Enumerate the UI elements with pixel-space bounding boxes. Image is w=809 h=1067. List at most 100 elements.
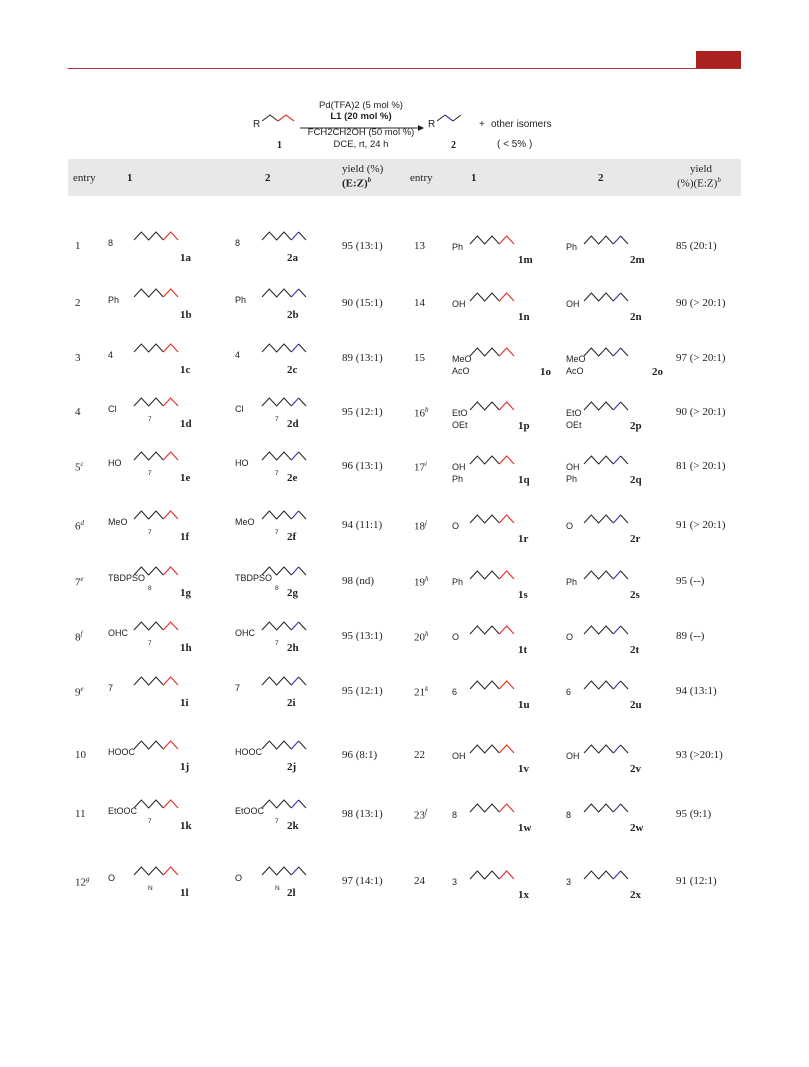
reactant-substituent: EtO: [452, 408, 468, 418]
product-substituent: O: [235, 873, 243, 883]
entry-number: 15: [414, 352, 425, 364]
reactant-chain-count: 8: [148, 585, 152, 592]
entry-footnote: f: [80, 630, 83, 638]
product-label: 2u: [630, 699, 642, 711]
product-substituent-2: AcO: [566, 366, 584, 376]
other-isomers: other isomers: [491, 119, 552, 130]
product-label: 2x: [630, 889, 641, 901]
reactant-structure: [133, 621, 179, 631]
product-substituent: MeO: [566, 354, 586, 364]
reactant-structure: [469, 744, 515, 754]
reactant-label: 1g: [180, 587, 191, 599]
ligand-text: L1 (20 mol %): [330, 111, 392, 122]
entry-value: 21: [414, 686, 425, 699]
product-r: R: [428, 119, 436, 130]
entry-value: 19: [414, 576, 425, 589]
product-chain-count: 7: [275, 470, 279, 477]
th-yield-left: yield (%): [342, 163, 384, 175]
product-substituent: 7: [235, 683, 241, 693]
entry-footnote: c: [80, 460, 84, 468]
reactant-structure: [469, 514, 515, 524]
entry-number: 8f: [75, 630, 82, 644]
conditions-text: DCE, rt, 24 h: [333, 139, 389, 150]
product-substituent: 8: [566, 810, 572, 820]
reactant-substituent: Ph: [108, 295, 120, 305]
product-structure: [261, 288, 307, 298]
product-substituent: HO: [235, 458, 249, 468]
reactant-chain-count: 7: [148, 470, 152, 477]
yield-value: 90 (> 20:1): [676, 297, 726, 309]
entry-value: 17: [414, 461, 425, 474]
reactant-substituent: Cl: [108, 404, 117, 414]
product-label: 2g: [287, 587, 298, 599]
product-label: 2v: [630, 763, 641, 775]
reactant-chain-count: 7: [148, 416, 152, 423]
reactant-substituent: 3: [452, 877, 458, 887]
reactant-structure: [469, 347, 515, 357]
product-label: 2n: [630, 311, 642, 323]
reactant-label: 1u: [518, 699, 530, 711]
reactant-substituent: MeO: [452, 354, 472, 364]
product-label: 2d: [287, 418, 299, 430]
reactant-structure: [133, 676, 179, 686]
reactant-substituent: O: [108, 873, 116, 883]
entry-value: 23: [414, 809, 425, 822]
yield-value: 90 (> 20:1): [676, 406, 726, 418]
reactant-structure: [133, 231, 179, 241]
product-structure: [583, 292, 629, 302]
reactant-chain-count: 7: [148, 529, 152, 536]
product-label: 2i: [287, 697, 296, 709]
product-label: 2e: [287, 472, 298, 484]
product-label: 2c: [287, 364, 298, 376]
reactant-substituent: HO: [108, 458, 122, 468]
reactant-label: 1e: [180, 472, 191, 484]
yield-value: 89 (13:1): [342, 352, 383, 364]
yield-value: 89 (--): [676, 630, 705, 642]
entry-number: 12g: [75, 875, 90, 889]
reactant-structure: [469, 680, 515, 690]
other-isomers-amount: ( < 5% ): [497, 139, 533, 150]
entry-number: 22: [414, 749, 425, 761]
entry-number: 13: [414, 240, 425, 252]
product-label: 2s: [630, 589, 640, 601]
reactant-substituent: 8: [108, 238, 114, 248]
entry-number: 9e: [75, 685, 84, 699]
product-structure: [583, 625, 629, 635]
yield-value: 95 (9:1): [676, 808, 712, 820]
product-substituent: EtOOC: [235, 806, 265, 816]
product-label: 2f: [287, 531, 297, 543]
reactant-label: 1r: [518, 533, 529, 545]
entry-number: 23f: [414, 808, 427, 822]
reactant-label: 1m: [518, 254, 533, 266]
reactant-substituent: 6: [452, 687, 458, 697]
reactant-substituent: 7: [108, 683, 114, 693]
entry-number: 11: [75, 808, 86, 820]
entry-value: 1: [75, 240, 81, 252]
th-ez-right: (%)(E:Z)b: [677, 176, 721, 190]
reactant-structure: [469, 625, 515, 635]
product-structure: [261, 866, 307, 876]
yield-value: 95 (12:1): [342, 406, 383, 418]
entry-footnote: k: [425, 685, 429, 693]
product-chain-count: 7: [275, 416, 279, 423]
entry-number: 7e: [75, 575, 84, 589]
product-structure: [583, 680, 629, 690]
product-chain-count: 8: [275, 585, 279, 592]
reactant-r: R: [253, 119, 261, 130]
entry-number: 18j: [414, 519, 427, 533]
reactant-label: 1t: [518, 644, 528, 656]
entry-number: 17i: [414, 460, 427, 474]
reactant-label: 1h: [180, 642, 192, 654]
product-label: 2k: [287, 820, 299, 832]
product-substituent-2: Ph: [566, 474, 578, 484]
reactant-structure: [469, 455, 515, 465]
yield-value: 93 (>20:1): [676, 749, 723, 761]
product-label: 2b: [287, 309, 299, 321]
reactant-label: 1v: [518, 763, 529, 775]
reactant-substituent: HOOC: [108, 747, 135, 757]
product-label: 2t: [630, 644, 640, 656]
reactant-chain-count: N: [148, 885, 153, 892]
entry-number: 20h: [414, 630, 429, 644]
product-structure: [261, 343, 307, 353]
catalyst-text: Pd(TFA)2 (5 mol %): [319, 100, 403, 111]
